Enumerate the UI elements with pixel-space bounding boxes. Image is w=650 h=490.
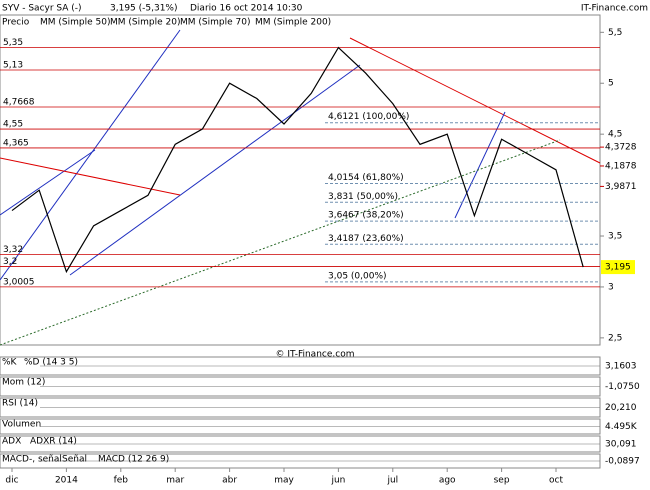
- indicator-name: ADX: [2, 437, 21, 447]
- level-label: 4,55: [3, 120, 23, 130]
- x-tick-label: dic: [5, 476, 18, 486]
- level-label: 5,13: [3, 61, 23, 71]
- indicator-value: 3,1603: [605, 362, 637, 372]
- indicator-name: Volumen: [2, 420, 41, 430]
- indicator-extra: ADXR (14): [30, 437, 77, 447]
- indicator-name: MACD-, señal: [2, 455, 62, 465]
- y-tick-label: 3,5: [608, 232, 622, 242]
- ma-200: [0, 139, 561, 346]
- x-tick-label: jun: [330, 476, 345, 486]
- last-price-box: [601, 260, 635, 275]
- x-tick-label: sep: [494, 476, 510, 486]
- site: IT-Finance.com: [581, 4, 648, 14]
- fib-label: 3,4187 (23,60%): [328, 234, 404, 244]
- legend-label: Precio: [2, 18, 30, 28]
- indicator-value: -0,0897: [605, 457, 640, 467]
- indicator-value: 30,091: [605, 440, 637, 450]
- indicator-value: 4.495K: [605, 422, 638, 432]
- level-label: 3,32: [3, 245, 23, 255]
- y-tick-label: 2,5: [608, 333, 622, 343]
- indicator-extra: MACD (12 26 9): [98, 455, 169, 465]
- quote: 3,195 (-5,31%): [110, 4, 178, 14]
- trendline: [0, 157, 181, 196]
- indicator-name: RSI (14): [2, 399, 38, 409]
- price-label: 4,3728: [605, 143, 637, 153]
- trendline: [454, 111, 506, 219]
- trendline: [349, 37, 601, 164]
- y-tick-label: 5,5: [608, 28, 622, 38]
- x-tick-label: jul: [386, 476, 398, 486]
- symbol: SYV - Sacyr SA (-): [2, 4, 82, 14]
- level-label: 5,35: [3, 38, 23, 48]
- level-label: 4,7668: [3, 97, 35, 107]
- main-frame: [0, 14, 601, 346]
- price-label: 3,9871: [605, 182, 637, 192]
- x-tick-label: mar: [166, 476, 184, 486]
- trendline: [69, 64, 361, 276]
- x-tick-label: abr: [222, 476, 237, 486]
- price-line: [11, 46, 584, 274]
- y-tick-label: 4,5: [608, 130, 622, 140]
- copyright: © IT-Finance.com: [276, 350, 355, 360]
- fib-label: 3,831 (50,00%): [328, 192, 398, 202]
- price-label: 4,1878: [605, 161, 637, 171]
- fib-label: 3,6467 (38,20%): [328, 211, 404, 221]
- trendline: [0, 149, 96, 216]
- level-label: 4,365: [3, 138, 29, 148]
- fib-label: 4,0154 (61,80%): [328, 173, 404, 183]
- fib-label: 3,05 (0,00%): [328, 271, 387, 281]
- x-tick-label: ago: [439, 476, 456, 486]
- legend-label: MM (Simple 50): [40, 18, 110, 28]
- indicator-extra: Señal: [62, 455, 87, 465]
- level-label: 3,0005: [3, 277, 35, 287]
- legend-label: MM (Simple 20): [110, 18, 180, 28]
- x-tick-label: oct: [549, 476, 563, 486]
- indicator-name: Mom (12): [2, 378, 45, 388]
- y-tick-label: 3: [608, 282, 614, 292]
- y-tick-label: 5: [608, 79, 614, 89]
- indicator-value: -1,0750: [605, 382, 640, 392]
- level-label: 3,2: [3, 257, 17, 267]
- fib-label: 4,6121 (100,00%): [328, 112, 409, 122]
- indicator-value: 20,210: [605, 403, 637, 413]
- indicator-name: %K: [2, 358, 18, 368]
- last-price-label: 3,195: [605, 263, 631, 273]
- x-tick-label: 2014: [55, 476, 78, 486]
- x-tick-label: may: [274, 476, 294, 486]
- legend-label: MM (Simple 70): [180, 18, 250, 28]
- indicator-extra: %D (14 3 5): [24, 358, 78, 368]
- trendline: [0, 29, 181, 281]
- x-tick-label: feb: [114, 476, 129, 486]
- period: Diario 16 oct 2014 10:30: [190, 4, 303, 14]
- legend-label: MM (Simple 200): [255, 18, 331, 28]
